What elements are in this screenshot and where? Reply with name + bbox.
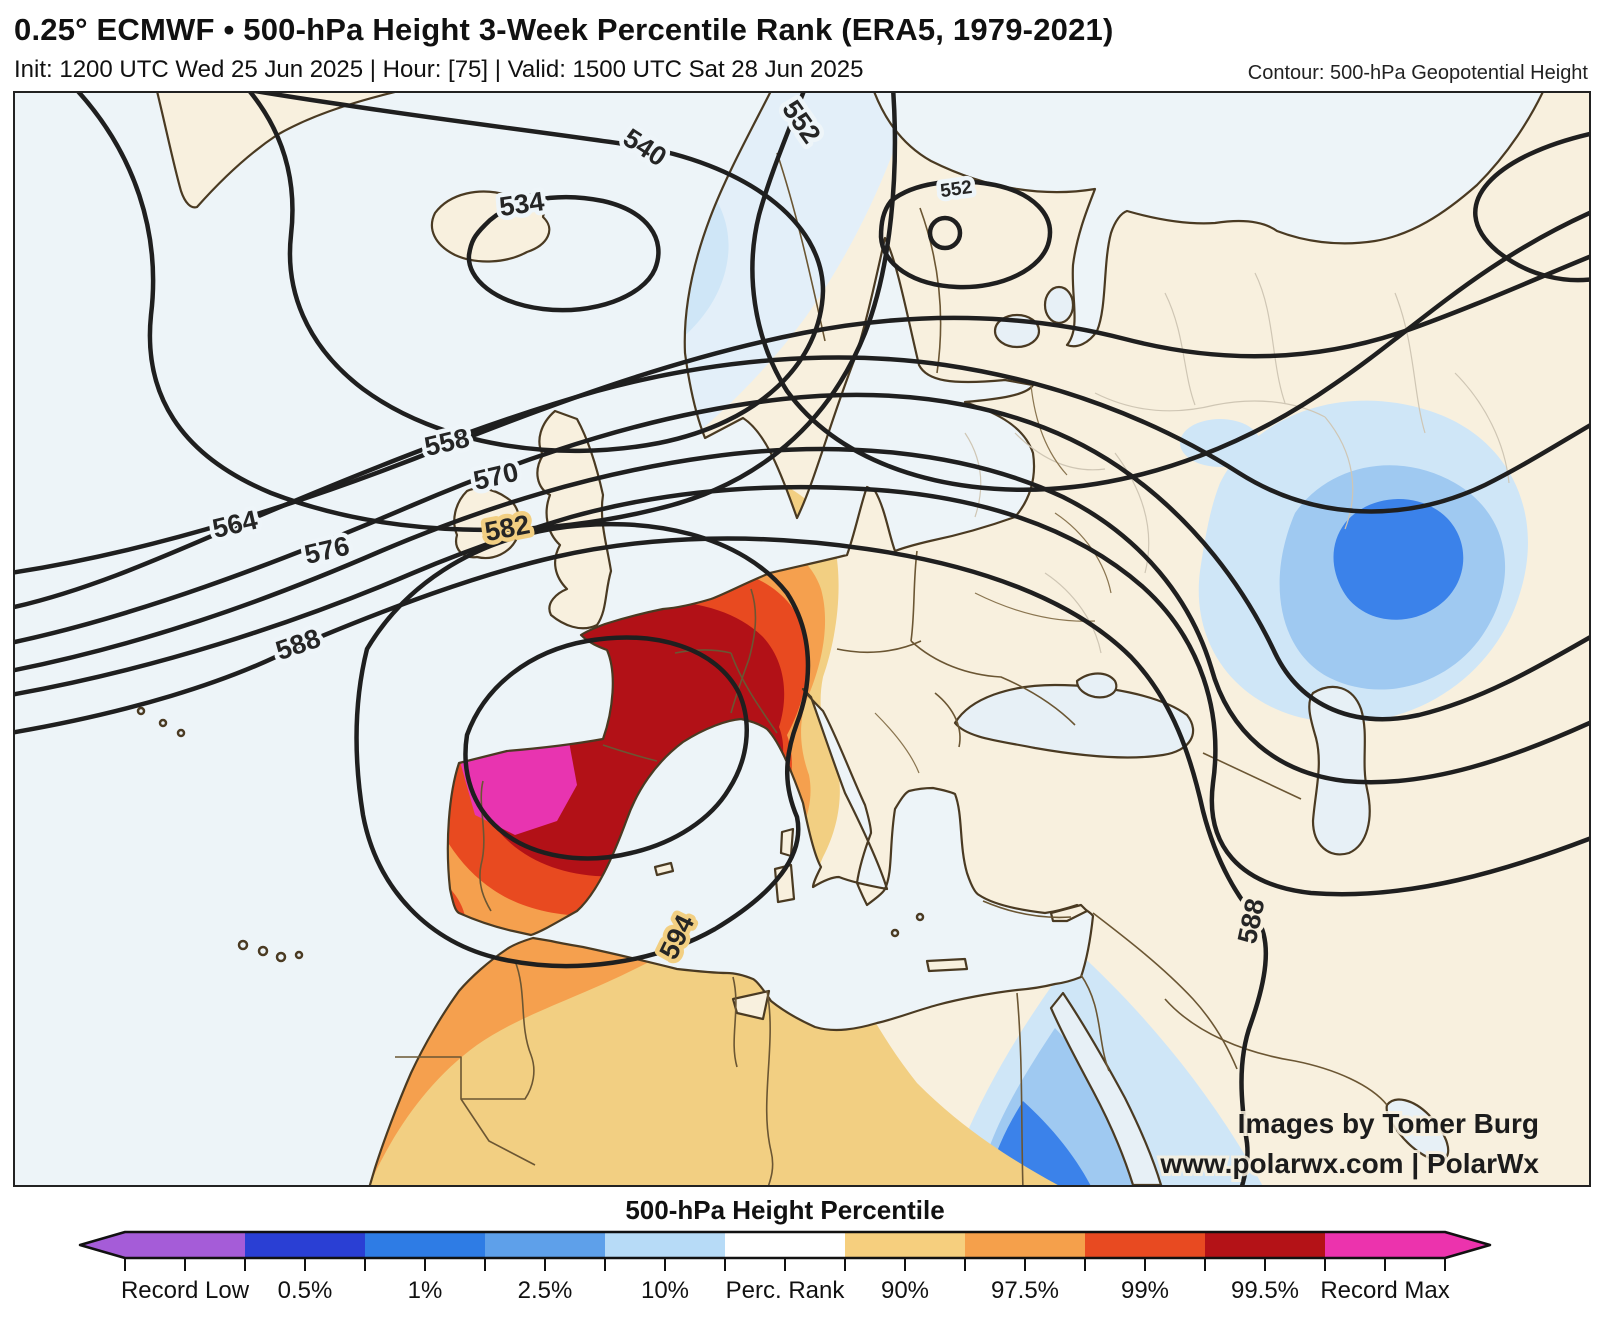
colorbar-segment (605, 1232, 725, 1258)
colorbar-segment (1205, 1232, 1325, 1258)
map-svg: 540 552 534 552 558 564 570 576 582 588 … (15, 93, 1589, 1185)
colorbar-labels: Record Low 0.5% 1% 2.5% 10% Perc. Rank 9… (121, 1277, 1450, 1304)
country-borders (395, 152, 1388, 1185)
colorbar-ticks (124, 1258, 1446, 1271)
colorbar-label: 0.5% (278, 1277, 333, 1304)
colorbar-segment (725, 1232, 845, 1258)
colorbar-label: 99% (1121, 1277, 1169, 1304)
contour-600 (463, 635, 749, 861)
contour-552-loop (878, 179, 1053, 290)
colorbar-footer: 500-hPa Height Percentile Record Low (0, 1183, 1600, 1322)
colorbar-segment (485, 1232, 605, 1258)
colorbar-label: Perc. Rank (726, 1277, 846, 1304)
colorbar-title: 500-hPa Height Percentile (625, 1195, 944, 1225)
contour-546b (1473, 131, 1589, 283)
contour-588 (15, 536, 1269, 1185)
colorbar-segment (845, 1232, 965, 1258)
contour-576 (15, 446, 1589, 785)
colorbar-arrow-left (80, 1232, 125, 1258)
colorbar-segment (245, 1232, 365, 1258)
colorbar-segments (125, 1232, 1445, 1258)
init-valid-line: Init: 1200 UTC Wed 25 Jun 2025 | Hour: [… (14, 56, 864, 83)
contour-582 (15, 484, 1589, 897)
colorbar-svg: 500-hPa Height Percentile Record Low (78, 1195, 1492, 1304)
colorbar-segment (125, 1232, 245, 1258)
contour-label: 552 (939, 177, 973, 202)
contour-label: 534 (497, 186, 546, 222)
anomaly-mid-blue-east (1333, 499, 1464, 620)
contour-534 (466, 194, 661, 313)
attribution-line2: www.polarwx.com | PolarWx (1159, 1148, 1539, 1179)
contour-552-inner (927, 215, 963, 251)
colorbar-segment (965, 1232, 1085, 1258)
page-title: 0.25° ECMWF • 500-hPa Height 3-Week Perc… (14, 12, 1114, 47)
height-contours (15, 93, 1589, 1185)
weather-map: 540 552 534 552 558 564 570 576 582 588 … (13, 91, 1591, 1187)
colorbar-label: 2.5% (518, 1277, 573, 1304)
colorbar-label: 90% (881, 1277, 929, 1304)
contour-564 (15, 355, 1589, 610)
colorbar-label: Record Low (121, 1277, 250, 1304)
contour-546 (76, 93, 898, 533)
colorbar-label: 1% (408, 1277, 443, 1304)
colorbar-arrow-right (1445, 1232, 1490, 1258)
attribution-line1: Images by Tomer Burg (1238, 1108, 1539, 1139)
colorbar-label: 97.5% (991, 1277, 1059, 1304)
colorbar-label: 10% (641, 1277, 689, 1304)
colorbar-segment (1085, 1232, 1205, 1258)
contour-570 (15, 392, 1589, 722)
contour-552 (750, 93, 1589, 492)
contour-558 (15, 254, 1589, 575)
colorbar-segment (365, 1232, 485, 1258)
contour-note: Contour: 500-hPa Geopotential Height (1247, 62, 1588, 84)
colorbar-label: 99.5% (1231, 1277, 1299, 1304)
small-islands (136, 706, 925, 963)
colorbar-segment (1325, 1232, 1445, 1258)
contour-594 (354, 521, 811, 969)
colorbar-label: Record Max (1320, 1277, 1449, 1304)
